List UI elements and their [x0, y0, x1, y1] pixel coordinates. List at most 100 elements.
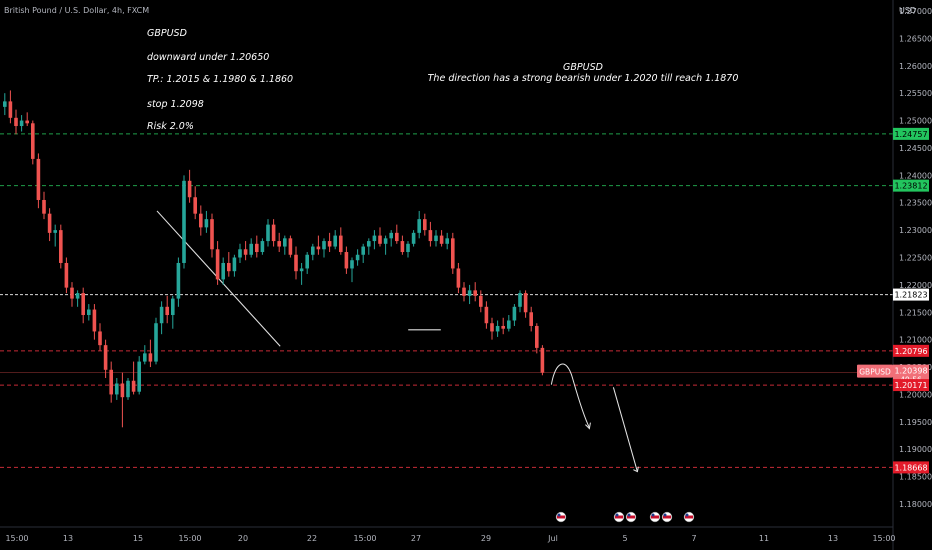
candle: [299, 268, 304, 272]
annotation-left-line4: stop 1.2098: [147, 99, 204, 110]
candle: [305, 254, 309, 269]
time-tick-label: 15:00: [872, 534, 895, 543]
candle: [383, 238, 388, 244]
candle: [451, 238, 455, 269]
flag-canton: [557, 513, 561, 517]
time-tick-label: 7: [691, 534, 696, 543]
candle: [378, 235, 382, 244]
candle: [423, 219, 427, 231]
time-tick-label: 11: [759, 534, 769, 543]
candle: [529, 312, 533, 326]
candle: [260, 241, 265, 253]
candle: [64, 262, 69, 288]
candle: [462, 287, 466, 296]
arrowhead: [585, 422, 591, 430]
candle: [271, 224, 276, 242]
candle: [417, 219, 421, 233]
candle: [266, 224, 270, 242]
candle: [120, 383, 125, 398]
candle: [238, 249, 242, 258]
price-label-green: [893, 179, 929, 192]
symbol-tag-label: GBPUSD: [859, 368, 891, 377]
price-tick-label: 1.22000: [899, 281, 932, 290]
time-tick-label: 13: [828, 534, 838, 543]
candle: [512, 306, 517, 321]
price-labels: 1.24757 1.23812 1.21823 1.20796 GBPUSD 1.2039…: [857, 127, 929, 474]
candle: [47, 213, 52, 233]
price-label-green: [893, 127, 929, 140]
candle: [171, 298, 175, 316]
candle: [159, 306, 164, 324]
candle: [243, 249, 248, 255]
time-tick-label: 5: [622, 534, 627, 543]
candle: [204, 219, 209, 228]
price-tick-label: 1.24500: [899, 144, 932, 153]
price-tick-label: 1.20000: [899, 390, 932, 399]
candle: [176, 262, 181, 299]
candle: [501, 325, 505, 329]
price-tick-label: 1.27000: [899, 7, 932, 16]
candle: [389, 232, 393, 239]
annotation-center-line2: The direction has a strong bearish under…: [427, 73, 739, 84]
time-tick-label: 15:00: [5, 534, 28, 543]
price-tick-label: 1.19500: [899, 418, 932, 427]
candle: [439, 235, 444, 244]
candle: [249, 243, 253, 255]
candle: [42, 199, 46, 214]
candle: [456, 268, 461, 288]
candle: [540, 347, 545, 373]
candle: [193, 197, 197, 214]
candle: [182, 180, 186, 263]
candle: [288, 238, 293, 255]
candle: [344, 252, 349, 269]
candle: [131, 380, 136, 392]
price-label-text: 1.20171: [894, 381, 927, 390]
candle: [283, 238, 287, 247]
horizontal-levels: [0, 133, 893, 468]
candle: [109, 369, 113, 395]
candle: [523, 293, 528, 313]
flag-stripe: [557, 515, 565, 519]
candle: [355, 254, 360, 261]
price-label-red: [893, 344, 929, 357]
time-axis[interactable]: 15:00 13 15 15:00 20 22 15:00 27 29 Jul 5 7 11 13 15:0…: [5, 534, 895, 543]
annotation-left-line1: GBPUSD: [147, 28, 187, 39]
candle: [36, 158, 41, 200]
flag-stripe: [685, 515, 693, 519]
flag-canton: [651, 513, 655, 517]
candle: [372, 235, 377, 242]
time-tick-label: Jul: [547, 534, 558, 543]
price-tick-label: 1.25000: [899, 117, 932, 126]
candle: [187, 180, 192, 198]
price-label-text: 1.20796: [894, 347, 927, 356]
price-tick-label: 1.18500: [899, 473, 932, 482]
price-label-text: 1.23812: [894, 182, 927, 191]
flag-stripe: [627, 515, 635, 519]
candle: [25, 120, 29, 124]
candle: [367, 241, 371, 247]
candle: [255, 243, 259, 253]
price-tick-label: 1.19000: [899, 445, 932, 454]
flag-canton: [685, 513, 689, 517]
symbol-title: British Pound / U.S. Dollar, 4h, FXCM: [4, 6, 150, 15]
candle: [215, 249, 220, 280]
candle: [395, 232, 399, 242]
candle: [148, 353, 153, 362]
candle: [227, 262, 231, 272]
candle: [92, 309, 97, 332]
price-tick-label: 1.21500: [899, 308, 932, 317]
price-tick-label: 1.18000: [899, 500, 932, 509]
price-label-text: 1.18668: [894, 463, 927, 472]
candle: [327, 241, 332, 247]
flag-stripe: [615, 515, 623, 519]
symbol-tag: [857, 364, 893, 378]
candle: [428, 230, 433, 242]
candle: [221, 262, 225, 280]
price-label-text: 1.24757: [894, 130, 927, 139]
candle: [143, 353, 147, 362]
event-icons[interactable]: [555, 511, 695, 523]
price-tick-label: 1.21000: [899, 336, 932, 345]
candle: [434, 235, 438, 242]
flag-canton: [627, 513, 631, 517]
